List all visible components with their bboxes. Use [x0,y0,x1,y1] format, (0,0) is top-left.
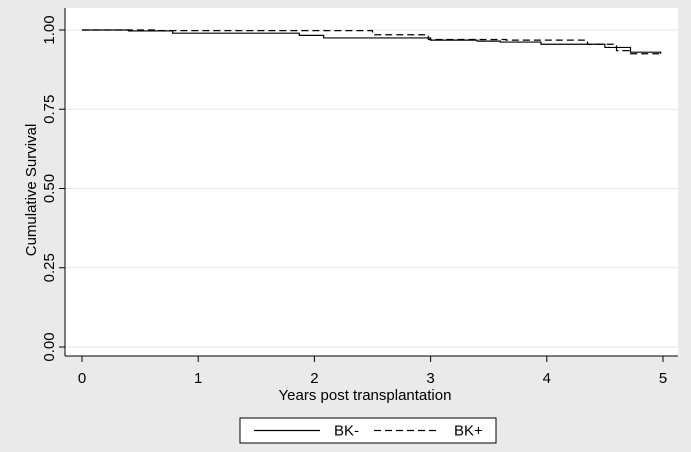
legend-label-1: BK- [334,423,359,440]
x-axis-label: Years post transplantation [279,387,452,404]
plot-background [65,8,678,356]
y-tick-label: 0.75 [41,95,58,124]
plot-area [82,29,662,55]
series-line-2 [82,29,661,55]
series-line-1 [82,29,662,54]
x-tick-label: 3 [426,370,434,387]
y-tick-label: 0.25 [41,253,58,282]
grid-lines [65,8,678,356]
y-axis-label: Cumulative Survival [23,124,40,257]
legend: BK- BK+ [239,417,497,444]
x-tick-label: 1 [194,370,202,387]
y-tick-label: 0.00 [41,332,58,361]
axes: 0.00 0.25 0.50 0.75 1.00 0 1 2 3 4 5 [41,8,678,387]
x-tick-label: 5 [659,370,667,387]
x-tick-label: 2 [310,370,318,387]
y-tick-label: 1.00 [41,15,58,44]
legend-label-2: BK+ [454,423,483,440]
x-tick-label: 0 [78,370,86,387]
y-tick-label: 0.50 [41,174,58,203]
x-tick-label: 4 [543,370,551,387]
